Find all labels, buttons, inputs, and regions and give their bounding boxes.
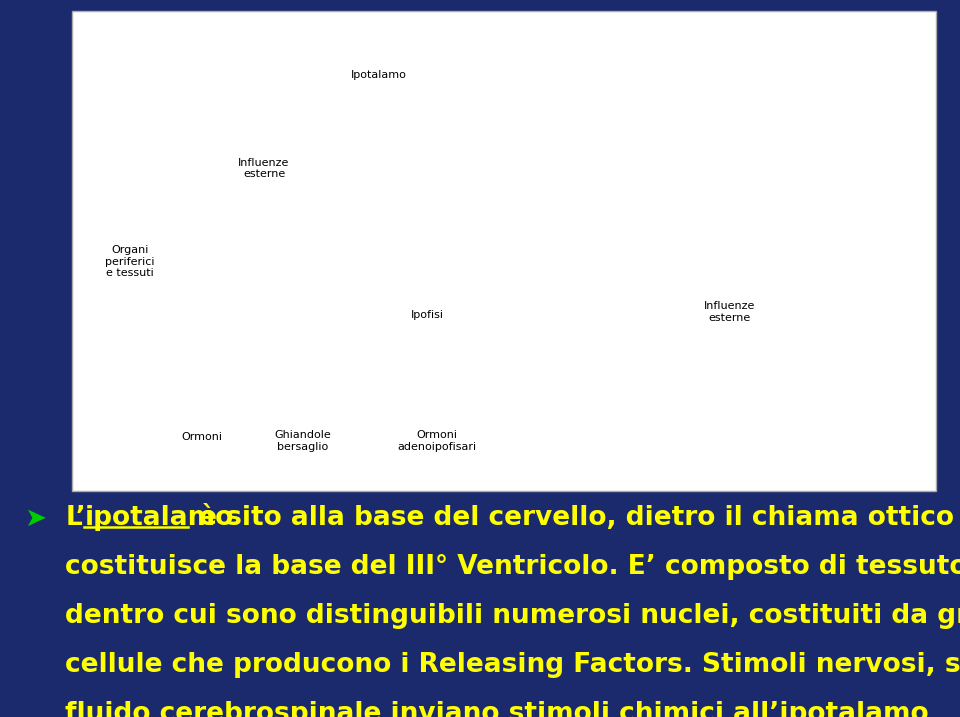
Text: Organi
periferici
e tessuti: Organi periferici e tessuti [105,245,155,278]
Text: Ormoni
adenoipofisari: Ormoni adenoipofisari [397,430,476,452]
Text: dentro cui sono distinguibili numerosi nuclei, costituiti da grosse: dentro cui sono distinguibili numerosi n… [65,603,960,629]
FancyBboxPatch shape [72,11,936,491]
Text: ipotalamo: ipotalamo [84,505,233,531]
Text: costituisce la base del III° Ventricolo. E’ composto di tessuto nervoso: costituisce la base del III° Ventricolo.… [65,554,960,580]
Text: cellule che producono i Releasing Factors. Stimoli nervosi, sangue e il: cellule che producono i Releasing Factor… [65,652,960,678]
Text: L’: L’ [65,505,86,531]
Text: ➤: ➤ [24,505,46,531]
Text: Ghiandole
bersaglio: Ghiandole bersaglio [274,430,331,452]
Text: Ipofisi: Ipofisi [411,310,444,320]
Text: è sito alla base del cervello, dietro il chiama ottico e: è sito alla base del cervello, dietro il… [190,505,960,531]
Text: Ipotalamo: Ipotalamo [350,70,406,80]
Text: Ormoni: Ormoni [181,432,222,442]
Text: fluido cerebrospinale inviano stimoli chimici all’ipotalamo: fluido cerebrospinale inviano stimoli ch… [65,701,929,717]
Text: Influenze
esterne: Influenze esterne [238,158,290,179]
Text: Influenze
esterne: Influenze esterne [704,301,756,323]
